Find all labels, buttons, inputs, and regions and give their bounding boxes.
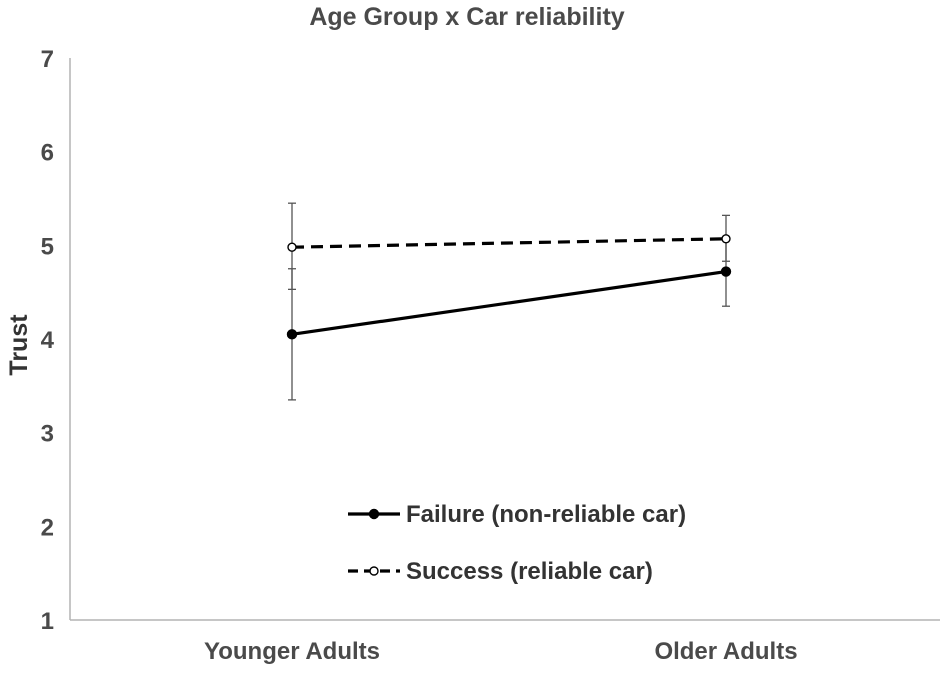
data-point-failure bbox=[286, 329, 298, 340]
series-points bbox=[286, 234, 732, 340]
y-tick-labels: 1 2 3 4 5 6 7 bbox=[41, 46, 55, 635]
x-tick-labels: Younger Adults Older Adults bbox=[204, 638, 798, 665]
y-axis-label: Trust bbox=[5, 314, 33, 376]
y-tick-label: 1 bbox=[41, 608, 54, 635]
y-tick-label: 7 bbox=[41, 46, 54, 73]
data-point-success bbox=[287, 242, 297, 252]
series-line-success bbox=[291, 237, 727, 249]
y-tick-label: 6 bbox=[41, 140, 54, 167]
chart-title: Age Group x Car reliability bbox=[309, 3, 624, 31]
legend-label-success: Success (reliable car) bbox=[406, 558, 653, 585]
y-tick-label: 3 bbox=[41, 421, 54, 448]
y-tick-label: 4 bbox=[41, 327, 55, 354]
data-point-success bbox=[721, 234, 731, 244]
legend: Failure (non-reliable car) Success (relia… bbox=[348, 501, 686, 585]
legend-label-failure: Failure (non-reliable car) bbox=[406, 501, 686, 528]
x-tick-label: Younger Adults bbox=[204, 638, 380, 665]
y-tick-label: 2 bbox=[41, 514, 54, 541]
data-point-failure bbox=[720, 266, 732, 277]
y-tick-label: 5 bbox=[41, 233, 54, 260]
series-lines bbox=[291, 237, 727, 336]
x-tick-label: Older Adults bbox=[654, 638, 797, 665]
legend-marker-failure bbox=[368, 508, 380, 520]
legend-marker-success bbox=[369, 566, 379, 576]
series-line-failure bbox=[291, 269, 727, 336]
